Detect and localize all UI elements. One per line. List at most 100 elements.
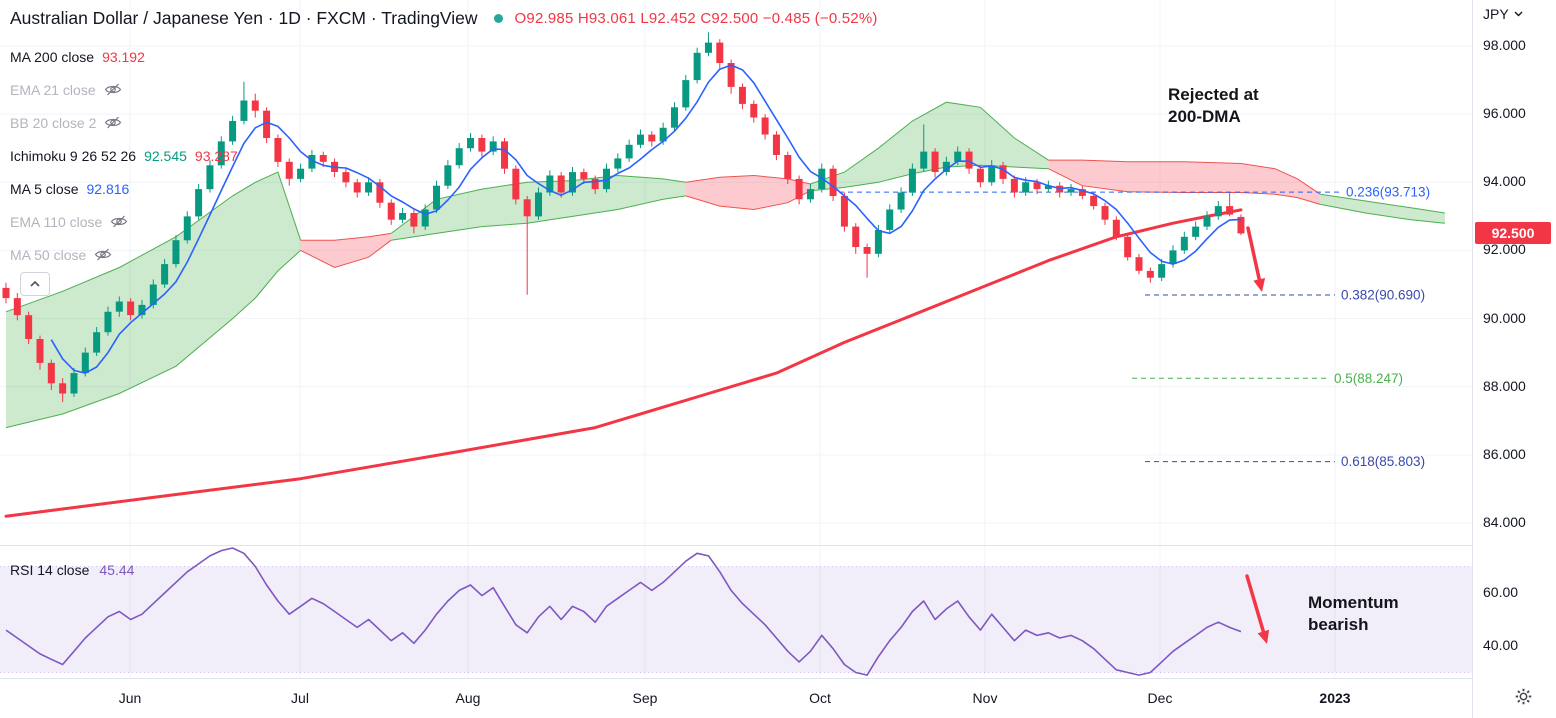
rsi-legend-value: 45.44 <box>99 562 135 578</box>
down-arrow[interactable] <box>1246 226 1261 282</box>
price-axis-label: 90.000 <box>1483 309 1526 326</box>
eye-off-icon[interactable] <box>94 248 112 261</box>
candle-body <box>251 100 259 111</box>
ichimoku-cloud-edge <box>391 195 686 241</box>
chevron-up-icon <box>30 280 40 287</box>
eye-off-icon[interactable] <box>104 116 122 129</box>
ma-200-line <box>4 208 1243 518</box>
candle-body <box>1226 206 1234 215</box>
time-axis-label: Sep <box>632 690 658 706</box>
ichimoku-cloud-edge <box>685 190 811 211</box>
candles[interactable] <box>2 32 1245 403</box>
candle-body <box>659 127 667 142</box>
candle-body <box>240 100 248 121</box>
candle-body <box>274 138 282 162</box>
time-axis-label: Jun <box>118 690 142 706</box>
candle-body <box>670 107 678 128</box>
ichimoku-cloud-edge <box>810 164 1049 192</box>
candle-body <box>138 304 146 316</box>
fib-level-label: 0.618(85.803) <box>1341 454 1425 469</box>
time-axis-label: Dec <box>1147 690 1173 706</box>
candle-body <box>942 161 950 172</box>
candle-body <box>761 117 769 135</box>
legend-label: EMA 110 close <box>10 213 103 230</box>
price-axis-label: 96.000 <box>1483 105 1526 122</box>
eye-off-icon[interactable] <box>104 83 122 96</box>
eye-off-icon[interactable] <box>110 215 128 228</box>
legend-label: EMA 21 close <box>10 81 96 98</box>
candle-body <box>716 42 724 63</box>
candle-body <box>829 168 837 196</box>
candle-body <box>512 168 520 200</box>
price-axis[interactable]: JPY 98.000 96.000 94.000 92.000 90.000 88.000… <box>1472 0 1556 718</box>
down-arrow[interactable] <box>1245 574 1266 634</box>
legend-value: 92.545 <box>144 147 187 164</box>
candle-body <box>795 178 803 200</box>
candle-body <box>172 240 180 265</box>
time-axis[interactable]: Jun Jul Aug Sep Oct Nov Dec 2023 <box>0 678 1472 718</box>
symbol-title[interactable]: Australian Dollar / Japanese Yen · 1D · … <box>10 8 478 28</box>
candle-body <box>59 383 67 394</box>
collapse-indicators-button[interactable] <box>20 272 50 296</box>
legend-label: BB 20 close 2 <box>10 114 97 131</box>
rsi-line <box>5 547 1242 676</box>
candle-body <box>636 134 644 145</box>
candle-body <box>25 315 33 339</box>
candle-body <box>1010 178 1018 193</box>
rsi-legend[interactable]: RSI 14 close 45.44 <box>10 562 134 578</box>
candle-body <box>104 311 112 333</box>
candle-body <box>614 158 622 169</box>
candle-body <box>297 168 305 179</box>
candle-body <box>263 110 271 138</box>
candle-body <box>115 301 123 312</box>
text-annotation[interactable]: Rejected at 200-DMA <box>1168 85 1259 126</box>
candle-body <box>954 151 962 162</box>
legend-value: 92.816 <box>86 180 130 197</box>
candle-body <box>1078 189 1086 196</box>
legend-item-ema-110-close[interactable]: EMA 110 close <box>10 205 238 238</box>
main-chart-svg[interactable]: 0.236(93.713) 0.382(90.690) 0.5(88.247) 0.6… <box>0 0 1472 545</box>
ichimoku-cloud-edge <box>1320 203 1445 224</box>
currency-axis-button[interactable]: JPY <box>1483 6 1523 22</box>
rsi-pane[interactable]: RSI 14 close 45.44 Momentum bearish <box>0 545 1472 679</box>
ichimoku-cloud-edge <box>300 239 392 269</box>
legend-item-ema-21-close[interactable]: EMA 21 close <box>10 73 238 106</box>
candle-body <box>1135 257 1143 271</box>
legend-item-ma-200-close[interactable]: MA 200 close 93.192 <box>10 40 238 73</box>
candle-body <box>149 284 157 305</box>
candle-body <box>1169 250 1177 264</box>
status-dot-icon[interactable] <box>493 14 503 23</box>
legend-item-ma-5-close[interactable]: MA 5 close 92.816 <box>10 172 238 205</box>
candle-body <box>1112 219 1120 237</box>
down-arrow-head[interactable] <box>1253 278 1266 292</box>
candle-body <box>319 155 327 162</box>
legend-item-ma-50-close[interactable]: MA 50 close <box>10 238 238 271</box>
time-axis-label: Oct <box>809 690 831 706</box>
rsi-legend-label: RSI 14 close <box>10 562 90 578</box>
candle-body <box>784 155 792 179</box>
text-annotation[interactable]: Momentum bearish <box>1308 593 1399 634</box>
candle-body <box>47 362 55 384</box>
candle-body <box>70 373 78 394</box>
legend-item-ichimoku-9-26-52-26[interactable]: Ichimoku 9 26 52 26 92.545 93.287 <box>10 139 238 172</box>
legend-item-bb-20-close-2[interactable]: BB 20 close 2 <box>10 106 238 139</box>
time-axis-label: 2023 <box>1319 690 1351 706</box>
main-chart-pane[interactable]: 0.236(93.713) 0.382(90.690) 0.5(88.247) 0.6… <box>0 0 1472 545</box>
candle-body <box>602 168 610 190</box>
currency-label: JPY <box>1483 6 1509 22</box>
candle-body <box>523 199 531 217</box>
candle-body <box>693 52 701 81</box>
candle-body <box>365 182 373 193</box>
rsi-svg[interactable] <box>0 546 1472 679</box>
candle-body <box>376 182 384 203</box>
gear-icon[interactable] <box>1515 688 1532 705</box>
candle-body <box>1067 189 1075 193</box>
down-arrow-head[interactable] <box>1257 629 1270 644</box>
price-axis-label: 98.000 <box>1483 37 1526 53</box>
candle-body <box>908 168 916 193</box>
candle-body <box>1022 182 1030 193</box>
candle-body <box>1044 185 1052 190</box>
ohlc-readout: O92.985 H93.061 L92.452 C92.500 −0.485 (… <box>514 10 878 27</box>
price-axis-label: 84.000 <box>1483 514 1526 530</box>
